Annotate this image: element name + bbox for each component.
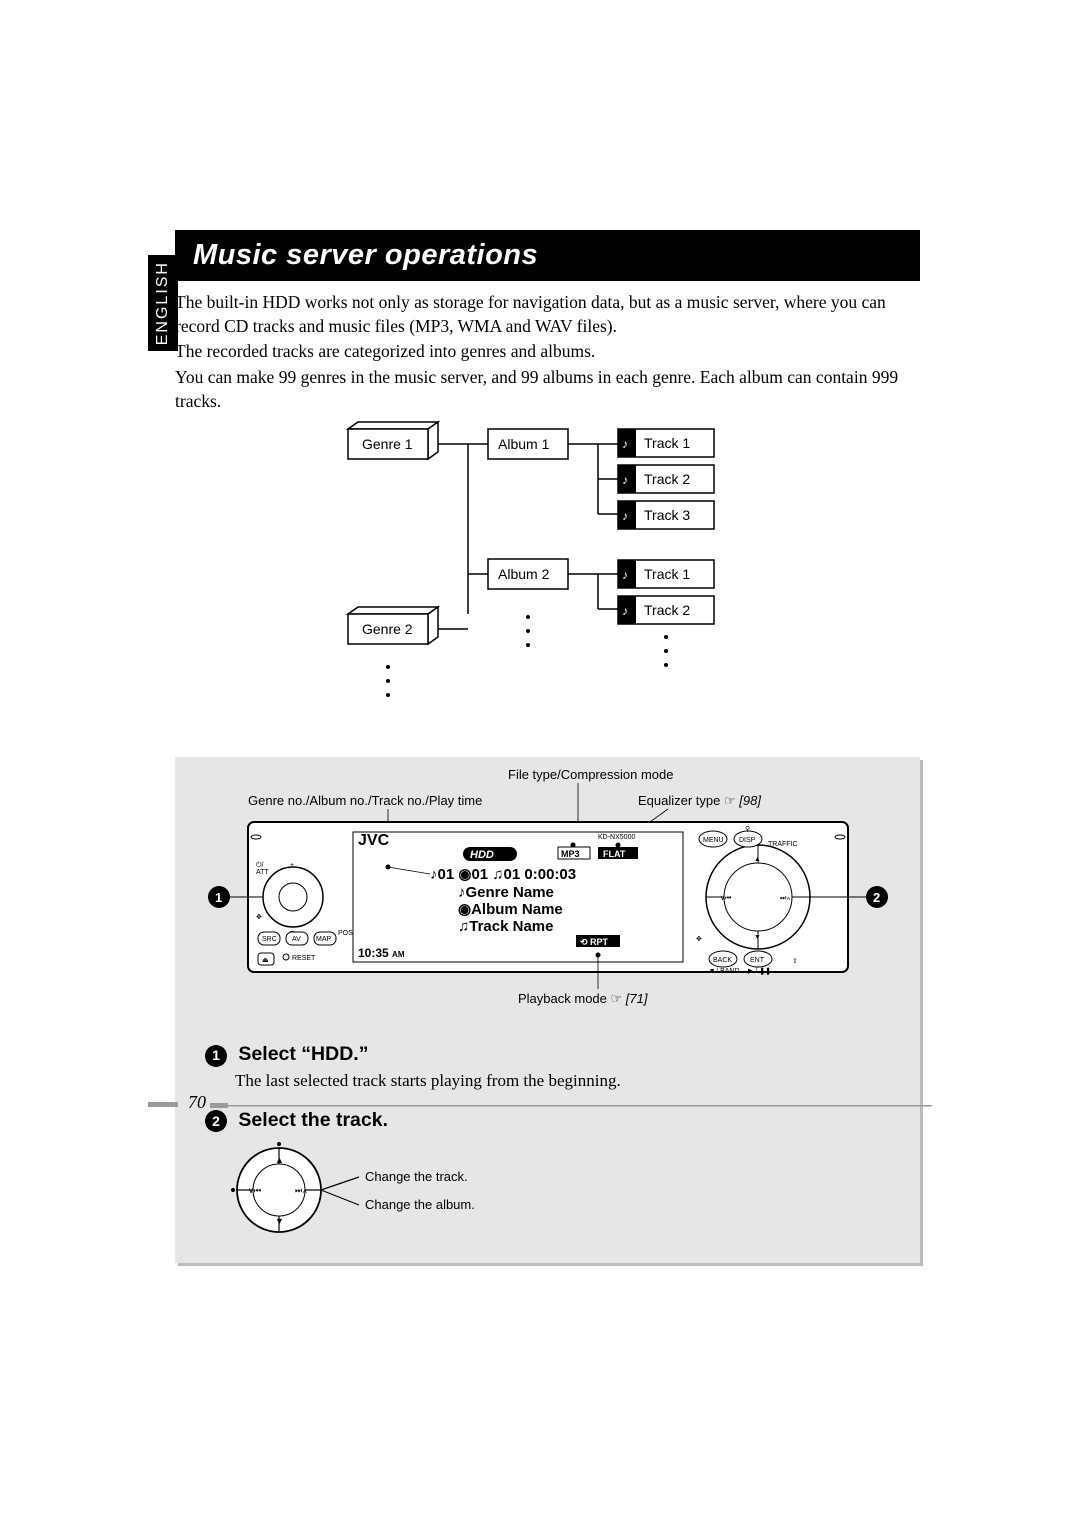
- track-a2-2: ♪ Track 2: [618, 596, 714, 624]
- svg-text:♪: ♪: [622, 568, 628, 582]
- track-a1-3: ♪ Track 3: [618, 501, 714, 529]
- callout-playback-mode: Playback mode ☞ [71]: [518, 991, 648, 1006]
- svg-text:✥: ✥: [696, 935, 702, 943]
- svg-text:Track 2: Track 2: [644, 602, 690, 618]
- svg-text:∨⏮: ∨⏮: [720, 895, 731, 902]
- hdd-badge: HDD: [470, 849, 494, 861]
- model-number: KD-NX5000: [598, 834, 635, 841]
- svg-text:⚲: ⚲: [745, 825, 750, 833]
- back-button-label: BACK: [713, 957, 732, 964]
- playback-mode-badge: ⟲ RPT: [580, 937, 609, 947]
- knob-change-track-label: Change the track.: [365, 1169, 468, 1184]
- album1-label: Album 1: [498, 436, 550, 452]
- svg-text:▲: ▲: [754, 856, 761, 863]
- svg-text:Track 1: Track 1: [644, 566, 690, 582]
- pos-button-label: POS: [338, 930, 353, 937]
- back-sub-label: ■ / BAND: [710, 968, 740, 975]
- svg-text:▼: ▼: [275, 1216, 284, 1226]
- traffic-label: TRAFFIC: [768, 841, 798, 848]
- map-button-label: MAP: [316, 936, 332, 943]
- step-1-desc: The last selected track starts playing f…: [235, 1070, 904, 1093]
- mp3-badge: MP3: [561, 849, 580, 859]
- genre2-label: Genre 2: [362, 621, 413, 637]
- step-1: 1 Select “HDD.”: [205, 1041, 904, 1067]
- track-a1-1: ♪ Track 1: [618, 429, 714, 457]
- album2-label: Album 2: [498, 566, 550, 582]
- svg-text:♪: ♪: [622, 509, 628, 523]
- svg-text:▼: ▼: [754, 934, 761, 941]
- svg-text:⏻/: ⏻/: [256, 861, 264, 869]
- page-number: 70: [188, 1090, 206, 1114]
- svg-text:♪: ♪: [622, 473, 628, 487]
- select-track-knob-illustration: .klbl { font: 13px Arial, Helvetica, san…: [219, 1135, 639, 1245]
- callout-genre-album: Genre no./Album no./Track no./Play time: [248, 793, 482, 808]
- svg-text:⏭∧: ⏭∧: [780, 895, 791, 902]
- track-a1-2: ♪ Track 2: [618, 465, 714, 493]
- av-button-label: AV: [292, 936, 301, 943]
- svg-text:Track 2: Track 2: [644, 471, 690, 487]
- svg-text:⏭∧: ⏭∧: [295, 1186, 307, 1195]
- callout-equalizer: Equalizer type ☞ [98]: [638, 793, 761, 808]
- disp-button-label: DISP: [739, 837, 756, 844]
- section-title-bar: Music server operations: [175, 230, 920, 281]
- display-track-name: ♫Track Name: [458, 918, 553, 935]
- ent-sub-label: ▶ / ❚❚: [748, 967, 771, 975]
- genre-album-track-diagram: .dbox { fill:#fff; stroke:#000; stroke-w…: [288, 419, 808, 739]
- svg-text:∨⏮: ∨⏮: [248, 1186, 261, 1195]
- knob-change-album-label: Change the album.: [365, 1197, 475, 1212]
- src-button-label: SRC: [262, 936, 277, 943]
- svg-text:✥: ✥: [256, 913, 262, 921]
- callout-file-type: File type/Compression mode: [508, 767, 673, 782]
- svg-text:Track 3: Track 3: [644, 507, 690, 523]
- svg-text:Track 1: Track 1: [644, 435, 690, 451]
- device-illustration-panel: .lbl { font: 13px Arial, Helvetica, sans…: [175, 757, 920, 1263]
- svg-text:♪: ♪: [622, 604, 628, 618]
- ent-button-label: ENT: [750, 957, 765, 964]
- svg-text:♪: ♪: [622, 437, 628, 451]
- brand-logo: JVC: [358, 832, 390, 849]
- step-marker-1: 1: [215, 890, 222, 905]
- intro-line-3: You can make 99 genres in the music serv…: [175, 366, 920, 413]
- display-album-name: ◉Album Name: [458, 901, 563, 918]
- section-title: Music server operations: [193, 239, 538, 271]
- language-tab-text: ENGLISH: [152, 261, 174, 345]
- step-1-title: Select “HDD.”: [238, 1043, 368, 1065]
- eject-icon: ⏏: [262, 957, 269, 964]
- step-2-title: Select the track.: [238, 1109, 388, 1131]
- intro-paragraphs: The built-in HDD works not only as stora…: [175, 291, 920, 413]
- language-tab: ENGLISH: [148, 255, 178, 351]
- step-2-icon: 2: [205, 1110, 227, 1132]
- display-genre-name: ♪Genre Name: [458, 884, 554, 901]
- step-marker-2: 2: [873, 890, 880, 905]
- step-1-icon: 1: [205, 1045, 227, 1067]
- svg-text:ATT: ATT: [256, 869, 269, 876]
- flat-badge: FLAT: [603, 849, 626, 859]
- track-a2-1: ♪ Track 1: [618, 560, 714, 588]
- page-footer: 70: [148, 1096, 932, 1110]
- svg-text:+: +: [290, 862, 294, 869]
- svg-text:⇧: ⇧: [792, 957, 798, 965]
- genre1-label: Genre 1: [362, 436, 413, 452]
- step-2: 2 Select the track.: [205, 1107, 904, 1133]
- intro-line-1: The built-in HDD works not only as stora…: [175, 291, 920, 338]
- reset-label: RESET: [292, 955, 316, 962]
- intro-line-2: The recorded tracks are categorized into…: [175, 340, 920, 364]
- menu-button-label: MENU: [703, 837, 724, 844]
- svg-text:▲: ▲: [275, 1155, 284, 1165]
- display-ids-row: ♪01 ◉01 ♫01 0:00:03: [430, 866, 576, 883]
